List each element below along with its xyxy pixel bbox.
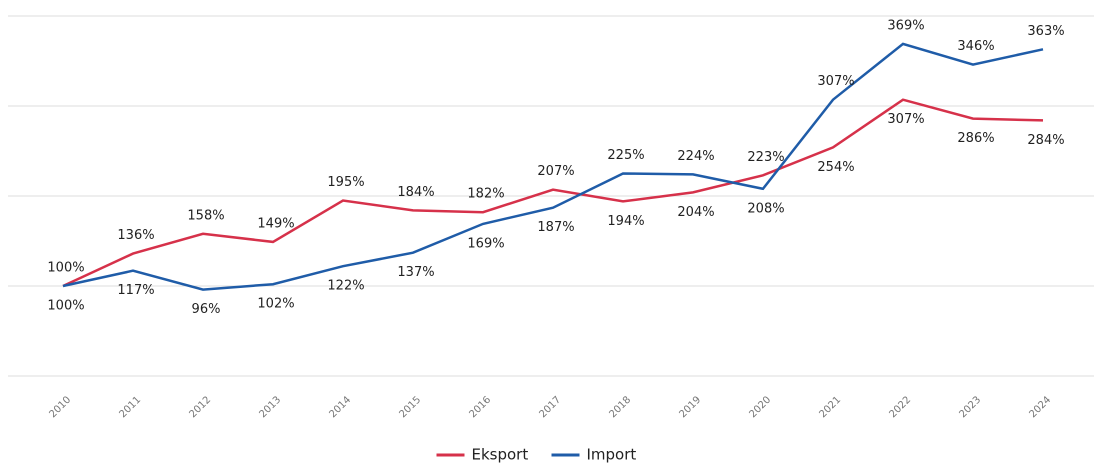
x-tick-label: 2024 [1027, 394, 1053, 420]
data-label: 137% [397, 265, 434, 280]
x-tick-label: 2016 [467, 394, 493, 420]
x-tick-label: 2015 [397, 394, 423, 420]
x-tick-label: 2021 [817, 394, 843, 420]
data-label: 194% [607, 214, 644, 229]
data-label: 149% [257, 216, 294, 231]
data-label: 158% [187, 208, 224, 223]
data-label: 102% [257, 297, 294, 312]
x-tick-label: 2018 [607, 394, 633, 420]
data-label: 187% [537, 220, 574, 235]
data-label: 184% [397, 185, 434, 200]
x-tick-label: 2022 [887, 394, 913, 420]
data-label: 369% [887, 18, 924, 33]
data-label: 225% [607, 148, 644, 163]
series-line [62, 42, 1044, 291]
data-label: 307% [817, 74, 854, 89]
data-label: 284% [1027, 133, 1064, 148]
x-tick-label: 2014 [327, 394, 353, 420]
x-tick-label: 2017 [537, 394, 563, 420]
data-label: 182% [467, 187, 504, 202]
data-label: 224% [677, 149, 714, 164]
x-tick-label: 2013 [257, 394, 283, 420]
data-label: 117% [117, 283, 154, 298]
data-label: 286% [957, 131, 994, 146]
data-label: 100% [47, 299, 84, 314]
data-label: 100% [47, 261, 84, 276]
data-label: 136% [117, 228, 154, 243]
x-tick-label: 2019 [677, 394, 703, 420]
data-label: 223% [747, 150, 784, 165]
data-label: 204% [677, 205, 714, 220]
data-label: 169% [467, 236, 504, 251]
data-label: 363% [1027, 24, 1064, 39]
series-line [62, 98, 1044, 288]
x-tick-label: 2023 [957, 394, 983, 420]
data-label: 307% [887, 112, 924, 127]
data-label: 207% [537, 164, 574, 179]
data-label: 208% [747, 201, 784, 216]
x-tick-label: 2020 [747, 394, 773, 420]
data-label: 122% [327, 279, 364, 294]
data-label: 254% [817, 160, 854, 175]
data-label: 346% [957, 39, 994, 54]
data-label: 195% [327, 175, 364, 190]
legend-label: Eksport [472, 446, 529, 464]
legend-label: Import [587, 446, 637, 464]
x-tick-label: 2012 [187, 394, 213, 420]
x-tick-label: 2010 [47, 394, 73, 420]
data-label: 96% [192, 302, 221, 317]
x-tick-label: 2011 [117, 394, 143, 420]
